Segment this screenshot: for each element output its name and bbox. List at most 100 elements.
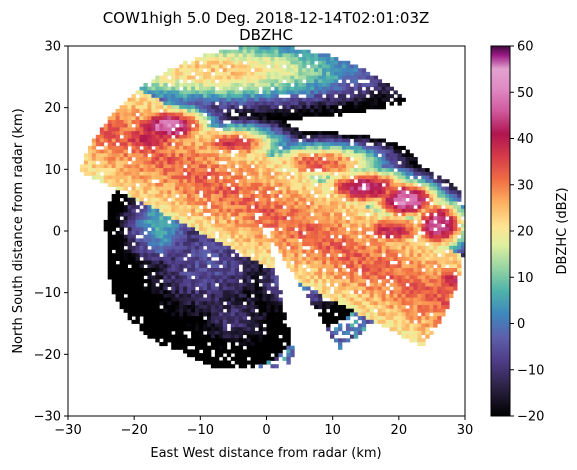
- reflectivity-cell: [123, 253, 128, 258]
- reflectivity-cell: [159, 175, 164, 180]
- reflectivity-cell: [413, 297, 418, 302]
- reflectivity-cell: [385, 268, 390, 273]
- reflectivity-cell: [159, 116, 164, 121]
- reflectivity-cell: [306, 79, 311, 84]
- chart-title: COW1high 5.0 Deg. 2018-12-14T02:01:03Z: [103, 9, 430, 27]
- reflectivity-cell: [433, 275, 438, 280]
- reflectivity-cell: [167, 186, 172, 191]
- reflectivity-cell: [139, 182, 144, 187]
- reflectivity-cell: [361, 71, 367, 76]
- reflectivity-cell: [163, 275, 168, 280]
- reflectivity-cell: [353, 297, 359, 302]
- reflectivity-cell: [139, 134, 144, 139]
- reflectivity-cell: [357, 245, 363, 250]
- reflectivity-cell: [310, 164, 315, 169]
- reflectivity-cell: [246, 212, 252, 217]
- reflectivity-cell: [207, 260, 212, 265]
- reflectivity-cell: [171, 242, 176, 247]
- reflectivity-cell: [326, 145, 331, 150]
- reflectivity-cell: [274, 64, 279, 69]
- reflectivity-cell: [341, 145, 347, 150]
- reflectivity-cell: [365, 101, 371, 106]
- reflectivity-cell: [163, 238, 168, 243]
- reflectivity-cell: [401, 275, 406, 280]
- reflectivity-cell: [163, 201, 168, 206]
- reflectivity-cell: [334, 168, 339, 173]
- reflectivity-cell: [278, 153, 283, 158]
- reflectivity-cell: [310, 90, 315, 95]
- reflectivity-cell: [107, 264, 113, 269]
- reflectivity-cell: [195, 216, 200, 221]
- reflectivity-cell: [111, 149, 117, 154]
- reflectivity-cell: [357, 201, 363, 206]
- reflectivity-cell: [405, 205, 410, 210]
- reflectivity-cell: [373, 75, 379, 80]
- reflectivity-cell: [222, 297, 228, 302]
- reflectivity-cell: [278, 205, 283, 210]
- reflectivity-cell: [349, 90, 355, 95]
- reflectivity-cell: [298, 179, 303, 184]
- reflectivity-cell: [306, 164, 311, 169]
- reflectivity-cell: [365, 208, 371, 213]
- reflectivity-cell: [453, 223, 458, 228]
- reflectivity-cell: [199, 83, 204, 88]
- reflectivity-cell: [135, 286, 140, 291]
- reflectivity-cell: [345, 157, 351, 162]
- reflectivity-cell: [334, 71, 339, 76]
- reflectivity-cell: [167, 275, 172, 280]
- reflectivity-cell: [417, 208, 422, 213]
- reflectivity-cell: [222, 212, 228, 217]
- reflectivity-cell: [127, 116, 132, 121]
- reflectivity-cell: [282, 219, 287, 224]
- reflectivity-cell: [401, 279, 406, 284]
- reflectivity-cell: [330, 101, 335, 106]
- reflectivity-cell: [437, 231, 442, 236]
- reflectivity-cell: [306, 242, 311, 247]
- reflectivity-cell: [210, 149, 216, 154]
- reflectivity-cell: [155, 308, 160, 313]
- reflectivity-cell: [318, 219, 323, 224]
- reflectivity-cell: [135, 149, 140, 154]
- reflectivity-cell: [111, 275, 117, 280]
- reflectivity-cell: [191, 116, 196, 121]
- reflectivity-cell: [270, 305, 275, 310]
- reflectivity-cell: [195, 201, 200, 206]
- reflectivity-cell: [441, 186, 446, 191]
- reflectivity-cell: [195, 231, 200, 236]
- reflectivity-cell: [270, 312, 275, 317]
- reflectivity-cell: [222, 134, 228, 139]
- reflectivity-cell: [222, 275, 228, 280]
- reflectivity-cell: [270, 149, 275, 154]
- reflectivity-cell: [413, 216, 418, 221]
- reflectivity-cell: [266, 194, 271, 199]
- reflectivity-cell: [143, 175, 148, 180]
- reflectivity-cell: [274, 190, 279, 195]
- reflectivity-cell: [274, 301, 279, 306]
- reflectivity-cell: [397, 149, 402, 154]
- reflectivity-cell: [385, 94, 390, 99]
- reflectivity-cell: [393, 301, 398, 306]
- reflectivity-cell: [282, 175, 287, 180]
- reflectivity-cell: [318, 142, 323, 147]
- reflectivity-cell: [262, 208, 267, 213]
- reflectivity-cell: [238, 142, 244, 147]
- reflectivity-cell: [417, 264, 422, 269]
- reflectivity-cell: [445, 201, 450, 206]
- reflectivity-cell: [143, 86, 148, 91]
- reflectivity-cell: [183, 197, 188, 202]
- reflectivity-cell: [131, 201, 136, 206]
- reflectivity-cell: [103, 219, 109, 224]
- reflectivity-cell: [405, 212, 410, 217]
- reflectivity-cell: [250, 242, 255, 247]
- reflectivity-cell: [163, 227, 168, 232]
- reflectivity-cell: [214, 53, 220, 58]
- reflectivity-cell: [163, 153, 168, 158]
- reflectivity-cell: [107, 142, 113, 147]
- reflectivity-cell: [242, 101, 248, 106]
- reflectivity-cell: [127, 279, 132, 284]
- reflectivity-cell: [373, 282, 379, 287]
- reflectivity-cell: [290, 49, 295, 54]
- reflectivity-cell: [254, 108, 259, 113]
- reflectivity-cell: [214, 286, 220, 291]
- reflectivity-cell: [341, 245, 347, 250]
